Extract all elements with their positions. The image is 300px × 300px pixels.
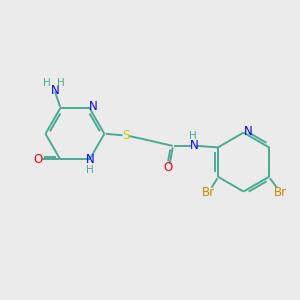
Text: H: H [58,78,65,88]
Text: N: N [190,140,198,152]
Text: H: H [189,131,197,142]
Text: N: N [89,100,98,113]
Text: N: N [50,84,59,97]
Text: Br: Br [202,187,215,200]
Text: H: H [43,78,51,88]
Text: O: O [34,153,43,166]
Text: N: N [86,153,94,167]
Text: H: H [86,165,94,175]
Text: Br: Br [274,187,287,200]
Text: N: N [244,125,252,138]
Text: S: S [122,129,129,142]
Text: O: O [164,160,173,174]
